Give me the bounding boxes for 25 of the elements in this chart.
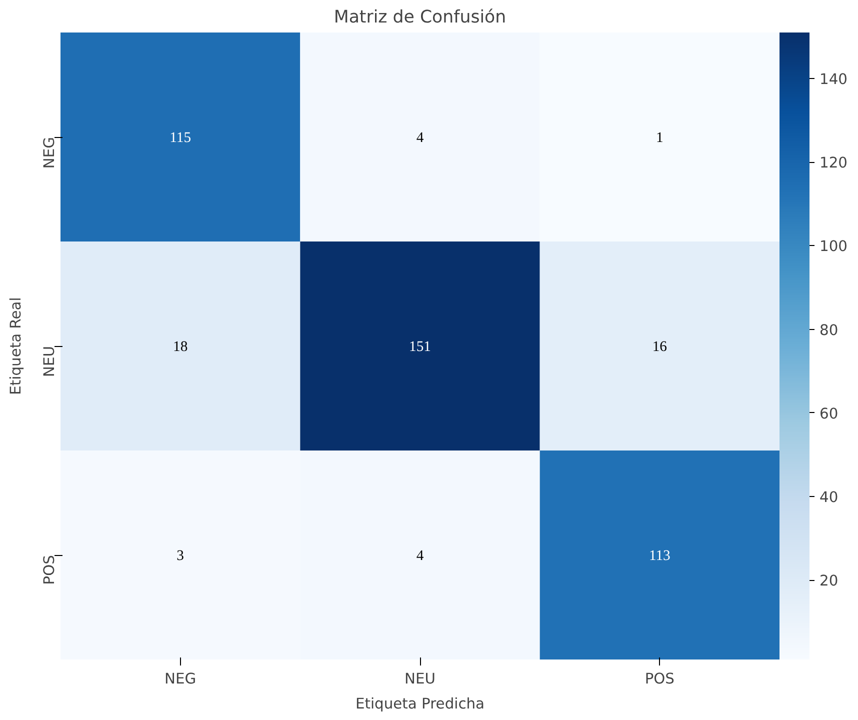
color-bar-label: 60 <box>820 405 838 422</box>
color-bar-label: 100 <box>820 238 848 256</box>
color-bar-label: 120 <box>820 154 848 172</box>
data-label: 1 <box>656 130 664 146</box>
color-bar-label: 140 <box>820 70 848 88</box>
x-axis-title: Etiqueta Predicha <box>355 696 485 712</box>
data-label: 113 <box>648 548 670 564</box>
y-axis-title: Etiqueta Real <box>8 297 24 395</box>
y-tick-label: NEU <box>41 346 58 377</box>
x-tick-label: NEG <box>164 670 196 688</box>
data-label: 18 <box>173 339 188 355</box>
data-label: 151 <box>409 339 431 355</box>
data-label: 4 <box>416 130 424 146</box>
x-tick-label: NEU <box>404 670 436 688</box>
data-label: 115 <box>170 130 192 146</box>
color-bar-label: 20 <box>820 572 838 590</box>
y-tick-label: NEG <box>41 136 58 169</box>
color-bar-label: 80 <box>820 322 838 339</box>
data-label: 3 <box>176 548 184 564</box>
chart-title: Matriz de Confusión <box>334 8 506 28</box>
y-tick-label: POS <box>41 554 58 585</box>
color-bar-label: 40 <box>820 488 838 506</box>
data-label: 4 <box>416 548 424 564</box>
data-label: 16 <box>652 339 667 355</box>
x-tick-label: POS <box>644 670 675 688</box>
